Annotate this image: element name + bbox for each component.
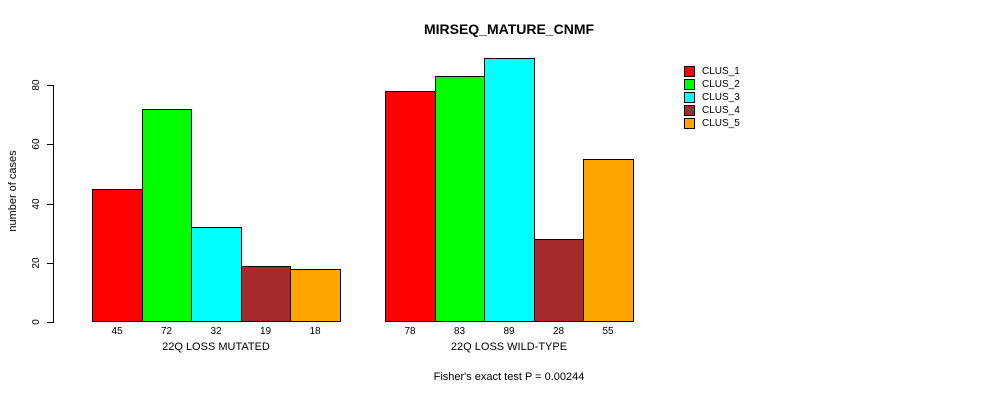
y-tick-mark [47,322,53,323]
legend-swatch-clus_4 [684,105,695,116]
legend-label: CLUS_2 [702,79,740,90]
legend-item: CLUS_5 [684,118,740,129]
bar-clus_3 [191,227,242,322]
bar-value-label: 45 [111,326,123,337]
legend-label: CLUS_1 [702,66,740,77]
bar-clus_1 [92,189,143,322]
legend-swatch-clus_2 [684,79,695,90]
bar-value-label: 18 [309,326,321,337]
legend-swatch-clus_1 [684,66,695,77]
bar-clus_2 [435,76,485,322]
bar-clus_5 [583,159,634,322]
legend-item: CLUS_2 [684,79,740,90]
legend-item: CLUS_1 [684,66,740,77]
bar-clus_5 [290,269,341,322]
y-tick-label: 40 [31,198,42,210]
chart-title: MIRSEQ_MATURE_CNMF [423,21,595,37]
y-tick-label: 20 [31,257,42,269]
bar-clus_3 [484,58,535,322]
y-tick-label: 0 [31,319,42,325]
x-axis-group-label: 22Q LOSS WILD-TYPE [450,341,568,353]
bar-value-label: 55 [602,326,614,337]
bar-value-label: 89 [503,326,515,337]
bar-value-label: 32 [210,326,222,337]
bar-clus_4 [241,266,291,322]
x-axis-group-label: 22Q LOSS MUTATED [162,341,270,353]
y-tick-mark [47,85,53,86]
y-tick-mark [47,263,53,264]
bar-clus_1 [385,91,436,322]
y-tick-mark [47,144,53,145]
y-tick-label: 80 [31,79,42,91]
bar-clus_2 [142,109,192,322]
legend-label: CLUS_3 [702,92,740,103]
legend-item: CLUS_4 [684,105,740,116]
y-axis [53,85,54,323]
legend-label: CLUS_4 [702,105,740,116]
bar-value-label: 78 [404,326,416,337]
bar-value-label: 28 [552,326,565,337]
legend: CLUS_1 CLUS_2 CLUS_3 CLUS_4 CLUS_5 [684,66,740,131]
bar-value-label: 83 [453,326,466,337]
bar-value-label: 72 [160,326,173,337]
legend-swatch-clus_5 [684,118,695,129]
y-tick-mark [47,204,53,205]
legend-item: CLUS_3 [684,92,740,103]
fisher-test-annotation: Fisher's exact test P = 0.00244 [433,371,585,383]
y-tick-label: 60 [31,138,42,150]
legend-swatch-clus_3 [684,92,695,103]
bar-value-label: 19 [259,326,272,337]
legend-label: CLUS_5 [702,118,740,129]
y-axis-label: number of cases [7,150,19,232]
bar-clus_4 [534,239,584,322]
